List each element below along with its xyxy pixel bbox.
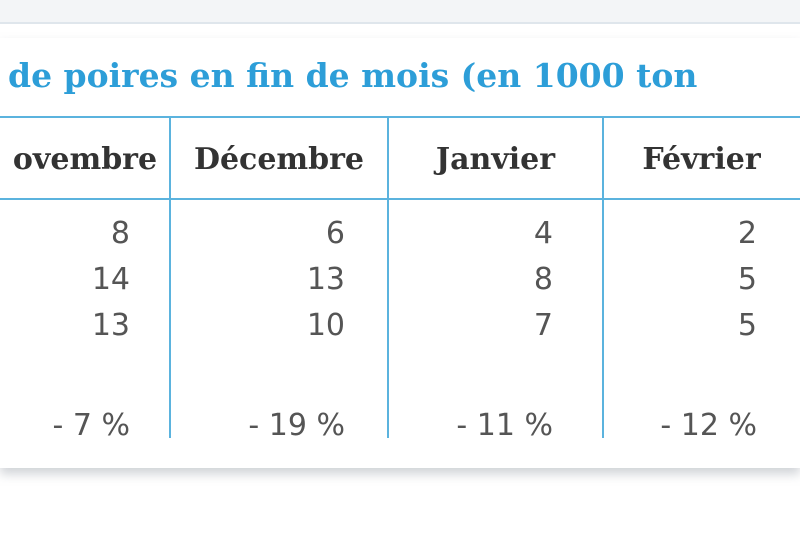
table-cell: 8 bbox=[110, 216, 130, 251]
column-header: Février bbox=[642, 142, 761, 177]
table-cell: 10 bbox=[306, 308, 345, 343]
column-header: Décembre bbox=[193, 142, 365, 177]
change-cell: - 19 % bbox=[248, 408, 345, 443]
table-panel: de poires en fin de mois (en 1000 ton ov… bbox=[0, 38, 800, 468]
change-cell: - 12 % bbox=[660, 408, 757, 443]
table-cell: 8 bbox=[533, 262, 553, 297]
rule bbox=[0, 116, 800, 118]
column-separator bbox=[387, 116, 389, 438]
column-header: Janvier bbox=[435, 142, 556, 177]
table-cell: 6 bbox=[325, 216, 345, 251]
change-cell: - 7 % bbox=[52, 408, 131, 443]
top-band bbox=[0, 0, 800, 24]
column-separator bbox=[602, 116, 604, 438]
table-cell: 5 bbox=[737, 262, 757, 297]
column-separator bbox=[169, 116, 171, 438]
column-header: ovembre bbox=[12, 142, 158, 177]
table-cell: 13 bbox=[91, 308, 130, 343]
table-cell: 14 bbox=[91, 262, 130, 297]
change-cell: - 11 % bbox=[456, 408, 553, 443]
table-cell: 13 bbox=[306, 262, 345, 297]
table-cell: 5 bbox=[737, 308, 757, 343]
rule bbox=[0, 198, 800, 200]
table-cell: 2 bbox=[737, 216, 757, 251]
table-title: de poires en fin de mois (en 1000 ton bbox=[8, 56, 698, 95]
table-cell: 7 bbox=[533, 308, 553, 343]
table-cell: 4 bbox=[533, 216, 553, 251]
